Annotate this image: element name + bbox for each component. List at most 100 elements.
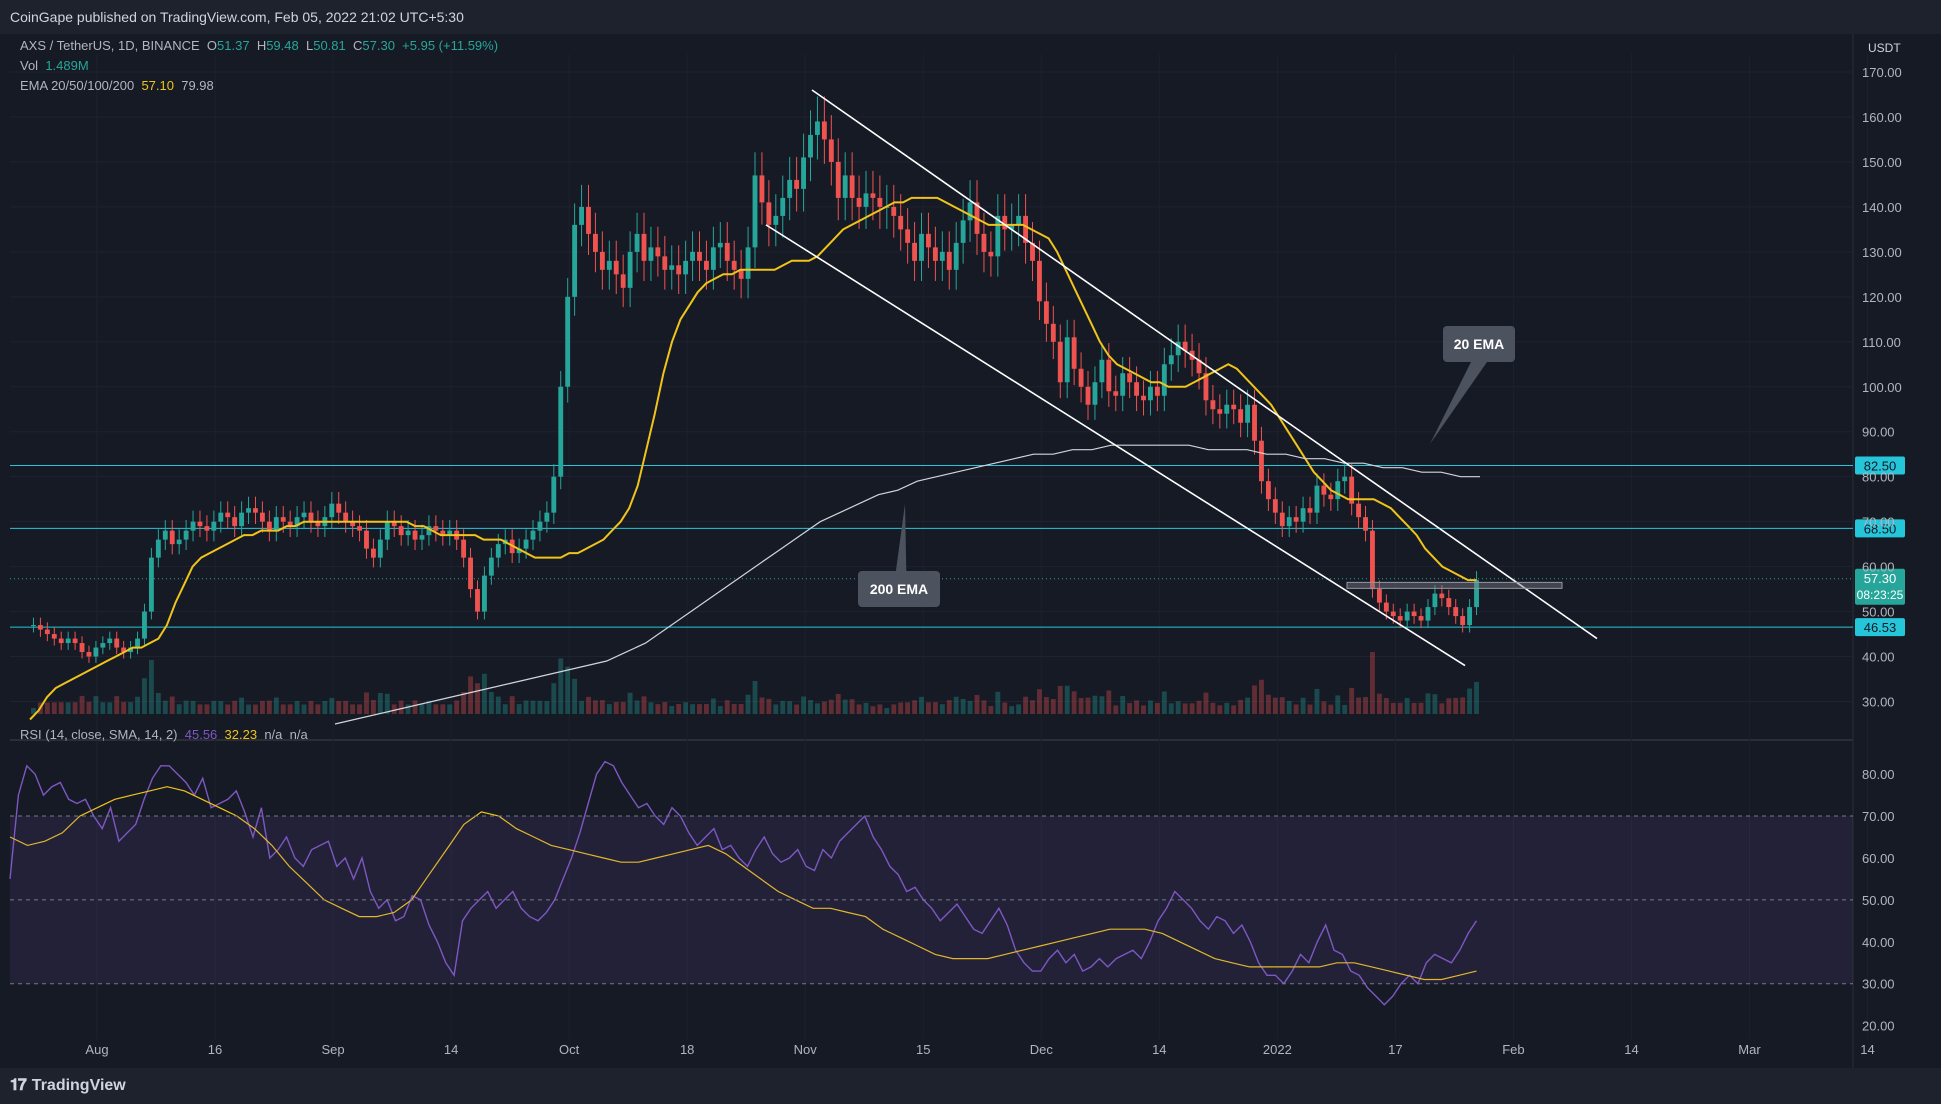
ema200-callout-label: 200 EMA <box>870 581 928 597</box>
candle-body <box>648 247 654 261</box>
channel-upper-line <box>811 89 1598 640</box>
candle-body <box>1328 494 1334 500</box>
price-tick-label: 30.00 <box>1862 695 1895 710</box>
volume-bar <box>953 696 959 714</box>
candle-body <box>419 535 425 540</box>
volume-bar <box>370 700 376 714</box>
candle-body <box>1300 508 1306 522</box>
candle-body <box>1335 481 1341 500</box>
volume-bar <box>787 701 793 714</box>
volume-bar <box>627 692 633 714</box>
price-tick-label: 80.00 <box>1862 470 1895 485</box>
volume-bar <box>1259 679 1264 714</box>
ema-label: EMA 20/50/100/200 <box>20 78 135 93</box>
candle-body <box>905 229 911 243</box>
time-tick-label: 14 <box>1624 1042 1638 1057</box>
c-label: C <box>353 38 363 53</box>
candle-body <box>294 517 300 527</box>
volume-bar <box>613 702 619 714</box>
candle-body <box>266 521 272 531</box>
level-badge-label: 68.50 <box>1864 521 1897 536</box>
candle-body <box>697 251 702 261</box>
candle-body <box>710 247 716 270</box>
candle-body <box>218 512 224 522</box>
candle-body <box>724 242 730 261</box>
volume-bar <box>530 700 536 714</box>
time-tick-label: Nov <box>794 1042 818 1057</box>
candle-body <box>162 530 168 540</box>
volume-bar <box>620 701 626 714</box>
candle-body <box>384 521 390 540</box>
volume-bar <box>717 706 723 714</box>
candle-body <box>169 530 175 545</box>
volume-bar <box>1404 698 1410 714</box>
volume-bar <box>1293 704 1299 714</box>
volume-bar <box>1210 702 1216 714</box>
volume-bar <box>1023 696 1029 714</box>
tradingview-logo[interactable]: 𝟏𝟕 TradingView <box>10 1077 126 1095</box>
volume-bar <box>1252 685 1257 714</box>
volume-bar <box>398 700 404 714</box>
volume-bar <box>773 704 779 714</box>
volume-bar <box>1148 700 1153 714</box>
volume-bar <box>1009 706 1015 714</box>
tv-icon: 𝟏𝟕 <box>10 1077 27 1094</box>
candle-body <box>967 202 973 221</box>
time-tick-label: Dec <box>1030 1042 1054 1057</box>
level-badge-label: 46.53 <box>1864 620 1897 635</box>
volume-bar <box>183 700 189 714</box>
rsi-tick-label: 30.00 <box>1862 977 1895 992</box>
time-tick-label: 2022 <box>1263 1042 1292 1057</box>
candle-body <box>953 242 959 270</box>
time-tick-label: 14 <box>444 1042 458 1057</box>
candle-body <box>523 539 529 549</box>
volume-bar <box>884 708 890 714</box>
volume-bar <box>752 681 758 714</box>
candle-body <box>440 530 446 536</box>
volume-bar <box>1141 705 1146 714</box>
time-tick-label: 16 <box>208 1042 222 1057</box>
volume-bar <box>440 704 446 714</box>
volume-bar <box>766 698 772 714</box>
resistance-zone <box>1346 581 1563 589</box>
ema20-line <box>29 196 1477 721</box>
candle-body <box>350 521 356 527</box>
volume-bar <box>280 704 286 714</box>
volume-bar <box>1328 704 1334 714</box>
volume-bar <box>877 704 883 714</box>
candle-body <box>641 233 647 261</box>
candle-body <box>107 638 113 644</box>
candle-body <box>1238 409 1244 423</box>
candle-body <box>815 121 820 135</box>
candle-body <box>1390 611 1396 617</box>
volume-bar <box>1265 694 1271 714</box>
volume-bar <box>1071 691 1077 714</box>
candle-body <box>280 517 286 522</box>
volume-bar <box>801 696 806 714</box>
volume-bar <box>447 704 453 714</box>
chart-svg[interactable]: 82.50 68.50 46.53 57.30 08:23:25 170.00 160.0… <box>0 34 1941 1068</box>
chart-area[interactable]: 82.50 68.50 46.53 57.30 08:23:25 170.00 160.0… <box>0 34 1941 1068</box>
candle-body <box>565 296 571 387</box>
volume-bar <box>1383 698 1389 714</box>
symbol-legend: AXS / TetherUS, 1D, BINANCE O51.37 H59.4… <box>20 38 498 53</box>
candle-body <box>1168 355 1174 365</box>
candle-body <box>1078 368 1084 387</box>
low-value: 50.81 <box>313 38 346 53</box>
volume-bar <box>1189 703 1195 714</box>
time-tick-label: Mar <box>1738 1042 1761 1057</box>
time-tick-label: 14 <box>1860 1042 1874 1057</box>
candle-body <box>1314 485 1320 513</box>
volume-bar <box>863 702 869 714</box>
volume-bar <box>1231 705 1237 714</box>
volume-bar <box>343 700 349 714</box>
candle-body <box>44 629 50 635</box>
price-tick-label: 40.00 <box>1862 650 1895 665</box>
volume-bar <box>1286 701 1292 714</box>
candle-body <box>606 260 612 270</box>
volume-bar <box>114 696 120 714</box>
volume-bar <box>266 700 272 714</box>
volume-bar <box>551 683 557 714</box>
candle-body <box>1023 215 1029 243</box>
rsi-label: RSI (14, close, SMA, 14, 2) <box>20 727 178 742</box>
